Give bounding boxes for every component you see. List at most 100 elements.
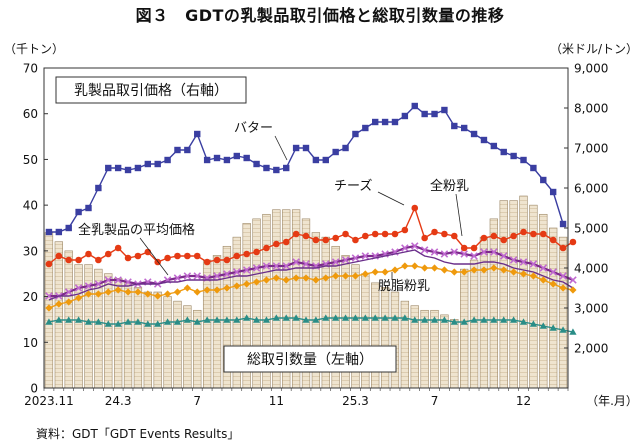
butter-marker — [480, 136, 488, 144]
volume-line-marker — [361, 314, 369, 321]
cheese-marker — [263, 244, 270, 252]
average-price-label: 全乳製品の平均価格 — [78, 222, 195, 238]
butter-marker — [65, 224, 72, 232]
volume-line-marker — [243, 314, 251, 321]
smp-marker — [549, 280, 557, 288]
volume-line-marker — [559, 326, 567, 333]
average-marker — [460, 250, 468, 258]
volume-bar — [390, 291, 400, 389]
smp-marker — [84, 290, 93, 298]
volume-bar — [549, 227, 558, 389]
smp-marker — [55, 300, 63, 308]
smp-marker — [282, 276, 290, 284]
volume-line-marker — [262, 316, 271, 323]
right-tick-label: 6,000 — [574, 182, 608, 196]
average-marker — [262, 262, 271, 270]
x-tick-label: 7 — [193, 394, 201, 408]
volume-line-marker — [173, 318, 182, 325]
butter-marker — [332, 148, 339, 156]
butter-marker — [322, 156, 329, 164]
average-marker — [341, 256, 350, 264]
butter-marker — [55, 228, 63, 236]
volume-line-marker — [510, 316, 518, 323]
cheese-marker — [273, 240, 280, 248]
butter-marker — [381, 118, 389, 126]
smp-marker — [252, 278, 261, 286]
volume-bar — [123, 282, 133, 389]
smp-marker — [519, 270, 528, 278]
x-tick-label: 24.3 — [105, 394, 132, 408]
butter-marker — [460, 124, 468, 132]
left-tick-label: 30 — [23, 244, 38, 258]
volume-line-marker — [163, 318, 172, 325]
volume-line-marker — [411, 316, 419, 323]
chart-title: 図３ GDTの乳製品取引価格と総取引数量の推移 — [135, 6, 505, 25]
average-marker — [84, 282, 93, 290]
cheese-marker — [431, 228, 438, 236]
cheese-marker — [441, 230, 448, 238]
butter-marker — [124, 166, 132, 174]
right-tick-label: 3,000 — [574, 302, 608, 316]
butter-marker — [85, 204, 92, 212]
butter-marker — [114, 164, 122, 172]
smp-marker — [154, 292, 162, 300]
average-marker — [470, 252, 478, 260]
cheese-marker — [549, 236, 557, 244]
smp-marker — [401, 262, 409, 270]
volume-line-marker — [341, 314, 350, 321]
cheese-marker — [253, 248, 260, 256]
average-marker — [302, 260, 310, 268]
cheese-marker — [520, 228, 527, 236]
butter-marker — [174, 146, 181, 154]
volume-bar — [469, 259, 479, 389]
volume-line-marker — [332, 314, 340, 321]
volume-line-marker — [134, 318, 142, 325]
butter-marker — [263, 164, 270, 172]
volume-line-marker — [272, 314, 280, 321]
smp-marker — [134, 288, 142, 296]
cheese-marker — [411, 204, 419, 212]
butter-marker — [362, 124, 369, 132]
average-marker — [569, 276, 577, 284]
smp-marker — [391, 266, 399, 274]
cheese-marker — [75, 256, 82, 264]
average-marker — [193, 272, 202, 280]
cheese-marker — [460, 244, 468, 252]
cheese-marker — [371, 230, 379, 238]
cheese-marker — [490, 232, 498, 240]
smp-marker — [569, 286, 577, 294]
average-marker — [539, 264, 548, 272]
volume-line-marker — [45, 318, 53, 325]
volume-line-marker — [252, 316, 261, 323]
volume-bar — [74, 264, 83, 389]
average-marker — [480, 248, 488, 256]
smp-marker — [332, 272, 340, 280]
volume-bar — [558, 236, 568, 389]
x-tick-label: 25.3 — [342, 394, 369, 408]
volume-line-marker — [470, 316, 478, 323]
average-marker — [519, 258, 528, 266]
smp-marker — [302, 274, 310, 282]
smp-marker — [529, 272, 537, 280]
butter-marker — [500, 148, 507, 156]
cheese-marker — [559, 244, 567, 252]
butter-marker — [105, 164, 112, 172]
volume-line-marker — [549, 324, 557, 331]
volume-line-marker — [213, 316, 221, 323]
cheese-label: チーズ — [334, 178, 372, 194]
smp-marker — [430, 264, 439, 272]
smp-marker — [490, 264, 498, 272]
wmp-label-leader — [455, 193, 463, 237]
cheese-marker — [45, 260, 53, 268]
average-marker — [499, 252, 508, 260]
butter-marker — [520, 156, 527, 164]
volume-bar — [173, 300, 182, 389]
average-marker — [94, 280, 103, 288]
volume-axis-label: 総取引数量（左軸） — [247, 352, 373, 368]
cheese-marker — [391, 230, 399, 238]
butter-marker — [283, 164, 290, 172]
cheese-marker — [510, 232, 517, 240]
smp-marker — [510, 268, 518, 276]
butter-label: バター — [234, 121, 273, 136]
volume-bar — [133, 287, 143, 389]
